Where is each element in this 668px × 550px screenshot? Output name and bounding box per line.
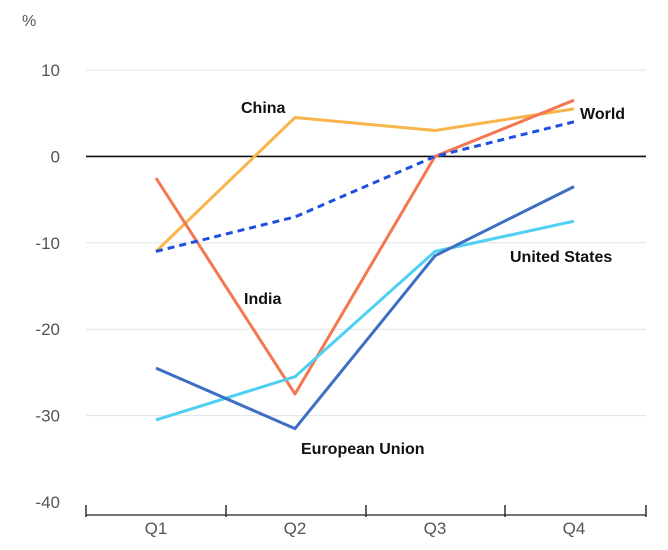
india-label: India <box>244 291 281 308</box>
y-tick-label: -40 <box>35 493 60 512</box>
series-labels: China India World United States European Uni… <box>241 100 625 458</box>
china-label: China <box>241 100 286 117</box>
x-tick-label: Q1 <box>145 519 168 538</box>
world-label: World <box>580 106 625 123</box>
european-union-label: European Union <box>301 441 425 458</box>
china-line <box>154 107 575 253</box>
y-tick-label: -20 <box>35 320 60 339</box>
y-tick-label: 10 <box>41 61 60 80</box>
axes: 10 0 -10 -20 -30 -40 Q1 Q2 Q3 Q4 <box>35 61 647 538</box>
series-lines <box>154 98 575 431</box>
x-tick-label: Q4 <box>563 519 586 538</box>
y-tick-label: -30 <box>35 407 60 426</box>
x-tick-label: Q2 <box>284 519 307 538</box>
european-union-line <box>155 185 575 431</box>
world-line <box>155 120 575 253</box>
united-states-label: United States <box>510 249 612 266</box>
gridlines <box>86 69 646 417</box>
x-tick-label: Q3 <box>424 519 447 538</box>
y-tick-label: 0 <box>51 147 60 166</box>
india-line <box>154 98 575 396</box>
y-unit-label: % <box>22 13 36 30</box>
y-tick-label: -10 <box>35 234 60 253</box>
